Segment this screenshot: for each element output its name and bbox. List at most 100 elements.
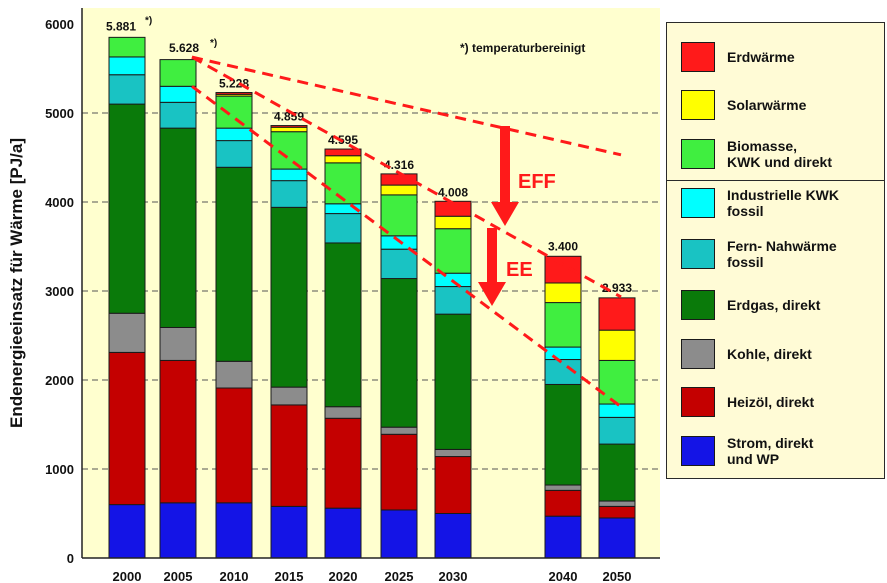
bar-segment (270, 126, 308, 133)
x-tick-label: 2000 (113, 569, 142, 583)
bar-segment (544, 484, 582, 491)
legend-swatch (681, 239, 715, 269)
bar-segment (598, 416, 636, 445)
bar-segment (544, 282, 582, 304)
bar-segment (215, 92, 253, 95)
bar-segment (270, 404, 308, 507)
bar-segment (215, 166, 253, 362)
legend-label: Biomasse, KWK und direkt (727, 138, 832, 170)
bar-segment (215, 127, 253, 142)
legend-label: Kohle, direkt (727, 346, 812, 362)
bar-segment (215, 140, 253, 168)
bar-segment (215, 360, 253, 389)
bar-segment (544, 255, 582, 284)
bar-segment (108, 56, 146, 76)
x-tick-label: 2050 (603, 569, 632, 583)
bar-segment (215, 387, 253, 504)
x-tick-label: 2020 (329, 569, 358, 583)
x-tick-label: 2025 (385, 569, 414, 583)
bar-segment (598, 505, 636, 519)
ee-arrow-head (478, 282, 506, 306)
legend-item: Erdwärme (667, 33, 884, 81)
legend-swatch (681, 42, 715, 72)
bar-segment (159, 359, 197, 504)
legend: Erdwärme Solarwärme Biomasse, KWK und dire… (666, 22, 885, 479)
bar-segment (215, 95, 253, 129)
bar-segment (215, 502, 253, 559)
y-tick-label: 4000 (45, 195, 74, 210)
bar-segment (434, 286, 472, 315)
legend-item: Fern- Nahwärme fossil (667, 230, 884, 278)
legend-label: Erdwärme (727, 49, 795, 65)
legend-label: Heizöl, direkt (727, 394, 815, 410)
bar-segment (598, 517, 636, 559)
bar-segment (598, 500, 636, 507)
bar-segment (434, 448, 472, 458)
bar-segment (598, 359, 636, 405)
total-label: 3.400 (548, 239, 578, 253)
legend-item: Kohle, direkt (667, 330, 884, 378)
y-tick-label: 0 (67, 551, 74, 566)
x-tick-label: 2015 (275, 569, 304, 583)
bar-segment (270, 125, 308, 128)
bar-segment (108, 36, 146, 58)
bar-segment (159, 59, 197, 87)
legend-label: Solarwärme (727, 97, 807, 113)
bar-segment (544, 383, 582, 486)
bar-segment (324, 507, 362, 559)
y-tick-label: 3000 (45, 284, 74, 299)
bar-segment (434, 513, 472, 559)
legend-item: Solarwärme (667, 81, 884, 129)
annotation-eff: EFF (518, 171, 556, 193)
bar-segment (270, 206, 308, 388)
trend-line (191, 55, 622, 157)
total-footnote-mark: *) (145, 16, 152, 27)
legend-item: Biomasse, KWK und direkt (667, 130, 884, 178)
bar-segment (159, 101, 197, 129)
bar-segment (159, 127, 197, 328)
legend-item: Strom, direkt und WP (667, 427, 884, 475)
total-label: 5.228 (219, 77, 249, 91)
legend-item: Industrielle KWK fossil (667, 179, 884, 227)
trend-line (191, 55, 622, 299)
bar-segment (324, 213, 362, 244)
bar-segment (544, 489, 582, 517)
y-axis-label: Endenergieeinsatz für Wärme [PJ/a] (7, 138, 26, 428)
ee-arrow-shaft (487, 228, 497, 284)
bar-segment (108, 103, 146, 314)
bar-segment (324, 406, 362, 419)
bar-segment (598, 443, 636, 502)
bar-segment (598, 403, 636, 418)
legend-separator (667, 180, 884, 181)
y-tick-label: 6000 (45, 17, 74, 32)
bar-segment (544, 302, 582, 348)
legend-swatch (681, 188, 715, 218)
bar-segment (270, 131, 308, 170)
bar-segment (434, 228, 472, 274)
bar-segment (434, 215, 472, 230)
bar-segment (159, 326, 197, 361)
bar-segment (108, 74, 146, 105)
bar-segment (159, 502, 197, 559)
bar-segment (270, 180, 308, 208)
bar-segment (434, 200, 472, 217)
bar-segment (324, 417, 362, 509)
bar-segment (598, 329, 636, 361)
bar-segment (544, 359, 582, 385)
bar-segment (270, 386, 308, 406)
total-label: 5.628 (169, 41, 199, 55)
total-label: 4.316 (384, 158, 414, 172)
annotation-ee: EE (506, 259, 533, 281)
bar-segment (380, 426, 418, 435)
y-tick-label: 1000 (45, 462, 74, 477)
total-footnote-mark: *) (210, 38, 217, 49)
legend-swatch (681, 387, 715, 417)
bar-segment (380, 278, 418, 428)
legend-label: Strom, direkt und WP (727, 435, 814, 467)
bar-segment (159, 85, 197, 103)
legend-swatch (681, 290, 715, 320)
bar-segment (380, 184, 418, 196)
legend-swatch (681, 139, 715, 169)
